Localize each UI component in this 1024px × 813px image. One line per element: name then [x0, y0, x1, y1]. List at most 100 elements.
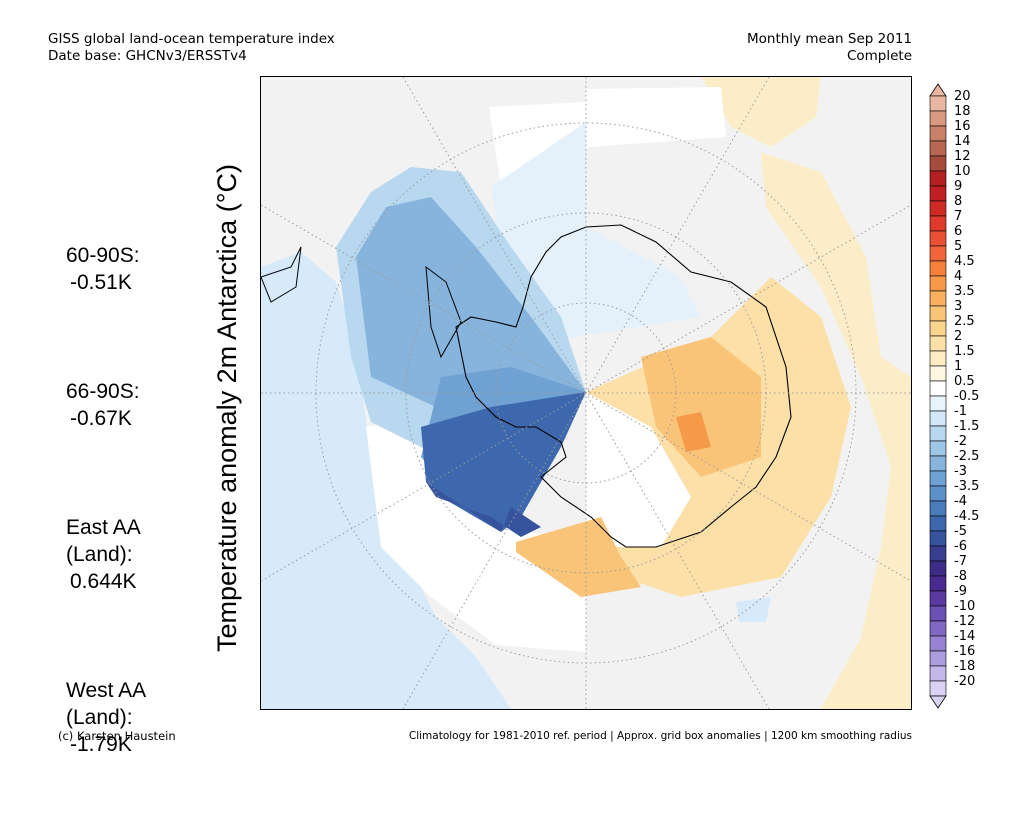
period-info: Monthly mean Sep 2011 Complete	[747, 31, 912, 65]
colorbar-tick-label: -14	[954, 629, 975, 644]
colorbar-swatch	[929, 320, 947, 337]
colorbar-tick-label: 6	[954, 224, 962, 239]
colorbar-tick-label: -3.5	[954, 479, 979, 494]
stat-label: 60-90S:	[66, 244, 140, 267]
colorbar-swatch	[929, 680, 947, 697]
ocean-anomaly-west	[261, 252, 511, 709]
colorbar-tick-label: 0.5	[954, 374, 975, 389]
colorbar-tick-label: 7	[954, 209, 962, 224]
colorbar-tick-label: -0.5	[954, 389, 979, 404]
colorbar-tick-label: 10	[954, 164, 971, 179]
anomaly-sector-neg2	[356, 197, 586, 417]
colorbar-swatch	[929, 230, 947, 247]
title-line2: Date base: GHCNv3/ERSSTv4	[48, 48, 247, 64]
colorbar-tick-label: 2	[954, 329, 962, 344]
stat-west-aa: West AA (Land): -1.79K	[66, 650, 196, 785]
colorbar-tick-label: 2.5	[954, 314, 975, 329]
colorbar-swatch	[929, 605, 947, 622]
colorbar-swatch	[929, 485, 947, 502]
colorbar-swatch	[929, 545, 947, 562]
anomaly-sector-neg4	[421, 392, 586, 532]
colorbar-tick-label: -7	[954, 554, 967, 569]
colorbar-swatch	[929, 125, 947, 142]
colorbar-swatch	[929, 620, 947, 637]
colorbar-swatch	[929, 185, 947, 202]
ocean-anomaly-southeast	[736, 597, 771, 622]
antarctica-coastline	[455, 224, 792, 548]
colorbar-swatch	[929, 305, 947, 322]
colorbar-swatch	[929, 410, 947, 427]
colorbar-swatch	[929, 515, 947, 532]
colorbar-tick-label: 3	[954, 299, 962, 314]
meridian	[261, 204, 911, 582]
stat-66-90s: 66-90S: -0.67K	[66, 351, 196, 459]
colorbar-swatch	[929, 200, 947, 217]
colorbar-tick-label: -5	[954, 524, 967, 539]
colorbar-tick-label: 4	[954, 269, 962, 284]
polar-map	[260, 76, 912, 710]
colorbar-swatch	[929, 530, 947, 547]
colorbar-swatch	[929, 500, 947, 517]
colorbar-tick-label: 1.5	[954, 344, 975, 359]
colorbar-swatch	[929, 260, 947, 277]
stat-east-aa: East AA (Land): 0.644K	[66, 487, 196, 622]
colorbar-swatch	[929, 170, 947, 187]
colorbar-tick-label: 8	[954, 194, 962, 209]
meridian	[402, 77, 770, 709]
colorbar-tick-label: 9	[954, 179, 962, 194]
colorbar-swatch	[929, 335, 947, 352]
colorbar-swatch	[929, 110, 947, 127]
colorbar-tick-label: -4	[954, 494, 967, 509]
colorbar-tick-label: 4.5	[954, 254, 975, 269]
colorbar-tick-label: -16	[954, 644, 975, 659]
colorbar-tick-label: 20	[954, 89, 971, 104]
colorbar-tick-label: 18	[954, 104, 971, 119]
colorbar-swatch	[929, 350, 947, 367]
colorbar-tick-label: 1	[954, 359, 962, 374]
credit: (c) Karsten Haustein	[58, 729, 176, 743]
anomaly-sector-neg-light	[491, 122, 701, 339]
colorbar-tick-label: -3	[954, 464, 967, 479]
ocean-anomaly-north	[701, 77, 821, 147]
stat-label: West AA (Land):	[66, 679, 147, 729]
title-line1: GISS global land-ocean temperature index	[48, 31, 335, 47]
anomaly-sector-pos4	[516, 517, 641, 597]
anomaly-sector-pos3	[676, 412, 711, 452]
colorbar-swatch	[929, 425, 947, 442]
colorbar: 20 18 16 14 12 10 9 8 7 6 5 4.5 4 3.5 3 2.5 2 1.5 1 0.5 -0.5…	[929, 83, 979, 714]
anomaly-sector-neg5	[426, 482, 541, 537]
antarctic-peninsula	[425, 265, 462, 359]
colorbar-swatch	[929, 650, 947, 667]
stat-value: -1.79K	[70, 733, 132, 756]
colorbar-swatch	[929, 560, 947, 577]
colorbar-swatch	[929, 470, 947, 487]
colorbar-tick-label: -1.5	[954, 419, 979, 434]
colorbar-swatch	[929, 440, 947, 457]
colorbar-swatch	[929, 635, 947, 652]
colorbar-tick-label: 12	[954, 149, 971, 164]
colorbar-tick-label: -10	[954, 599, 975, 614]
stat-value: -0.67K	[70, 407, 132, 430]
colorbar-swatch	[929, 215, 947, 232]
period-line1: Monthly mean Sep 2011	[746, 31, 912, 47]
colorbar-swatch	[929, 590, 947, 607]
colorbar-swatch	[929, 95, 947, 112]
colorbar-max-arrow	[929, 83, 947, 97]
ocean-anomaly-east	[761, 152, 911, 709]
colorbar-swatch	[929, 140, 947, 157]
colorbar-min-arrow	[929, 695, 947, 709]
meridian	[261, 204, 911, 582]
colorbar-swatch	[929, 245, 947, 262]
colorbar-tick-label: 16	[954, 119, 971, 134]
colorbar-tick-label: 5	[954, 239, 962, 254]
stats-panel: 60-90S: -0.51K 66-90S: -0.67K East AA (L…	[66, 215, 196, 813]
stat-label: 66-90S:	[66, 380, 140, 403]
stat-value: -0.51K	[70, 271, 132, 294]
colorbar-tick-label: -6	[954, 539, 967, 554]
colorbar-tick-label: -18	[954, 659, 975, 674]
colorbar-swatch	[929, 155, 947, 172]
colorbar-tick-label: -2.5	[954, 449, 979, 464]
colorbar-tick-label: -8	[954, 569, 967, 584]
colorbar-swatch	[929, 455, 947, 472]
stat-60-90s: 60-90S: -0.51K	[66, 215, 196, 323]
